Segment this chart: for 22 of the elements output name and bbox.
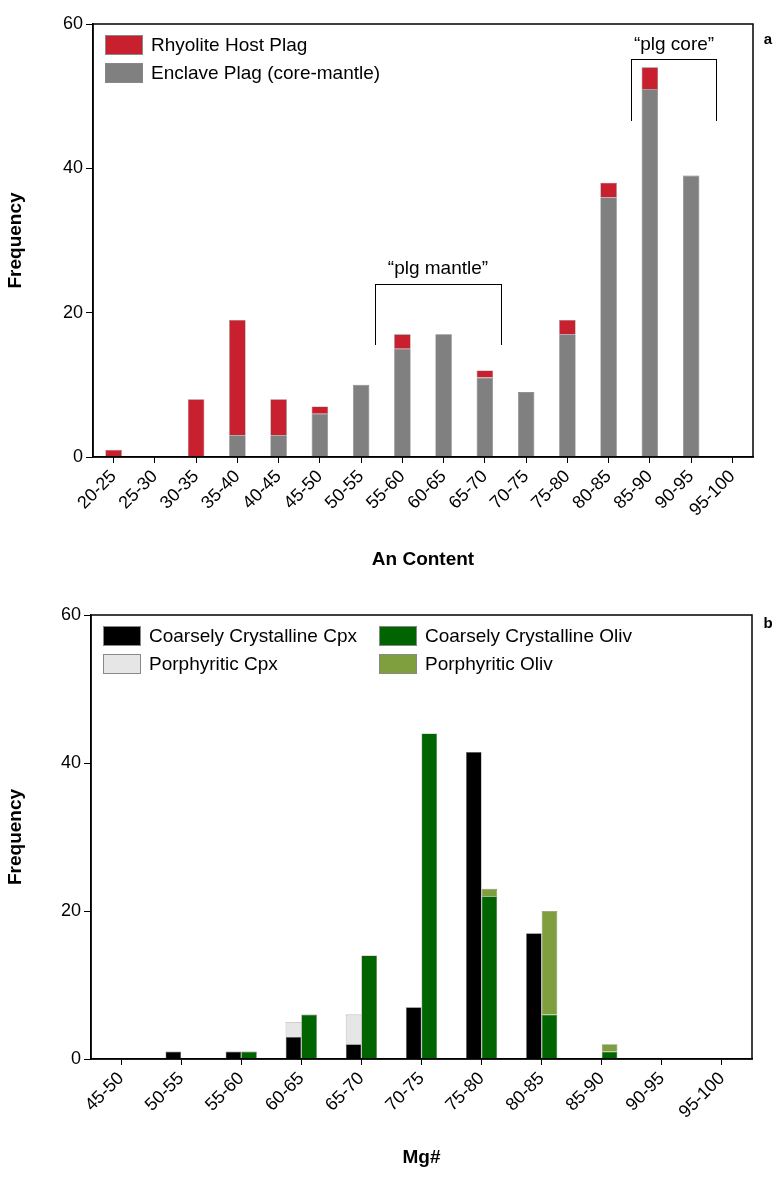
y-axis-title: Frequency — [3, 192, 25, 289]
y-tick-label: 20 — [60, 899, 81, 920]
text: b — [763, 613, 773, 631]
y-tick-label: 0 — [72, 445, 83, 466]
legend-label: Coarsely Crystalline Cpx — [149, 625, 358, 647]
x-axis-title: Mg# — [402, 1145, 441, 1167]
legend-label: Coarsely Crystalline Oliv — [425, 625, 632, 647]
legend-label: Porphyritic Cpx — [149, 653, 278, 675]
text: a — [763, 29, 773, 47]
legend-label: Porphyritic Oliv — [425, 653, 553, 675]
legend-label: Rhyolite Host Plag — [151, 34, 308, 56]
y-axis-title: Frequency — [3, 788, 25, 886]
y-tick-label: 0 — [70, 1047, 81, 1068]
x-axis-title: An Content — [371, 547, 475, 569]
y-tick-label: 20 — [62, 301, 83, 322]
y-tick-label: 40 — [60, 751, 81, 772]
annotation: “plg mantle” — [387, 257, 489, 279]
legend-label: Enclave Plag (core-mantle) — [151, 62, 381, 84]
annotation: “plg core” — [633, 33, 715, 55]
y-tick-label: 60 — [62, 12, 83, 33]
y-tick-label: 40 — [62, 157, 83, 178]
y-tick-label: 60 — [60, 603, 81, 624]
